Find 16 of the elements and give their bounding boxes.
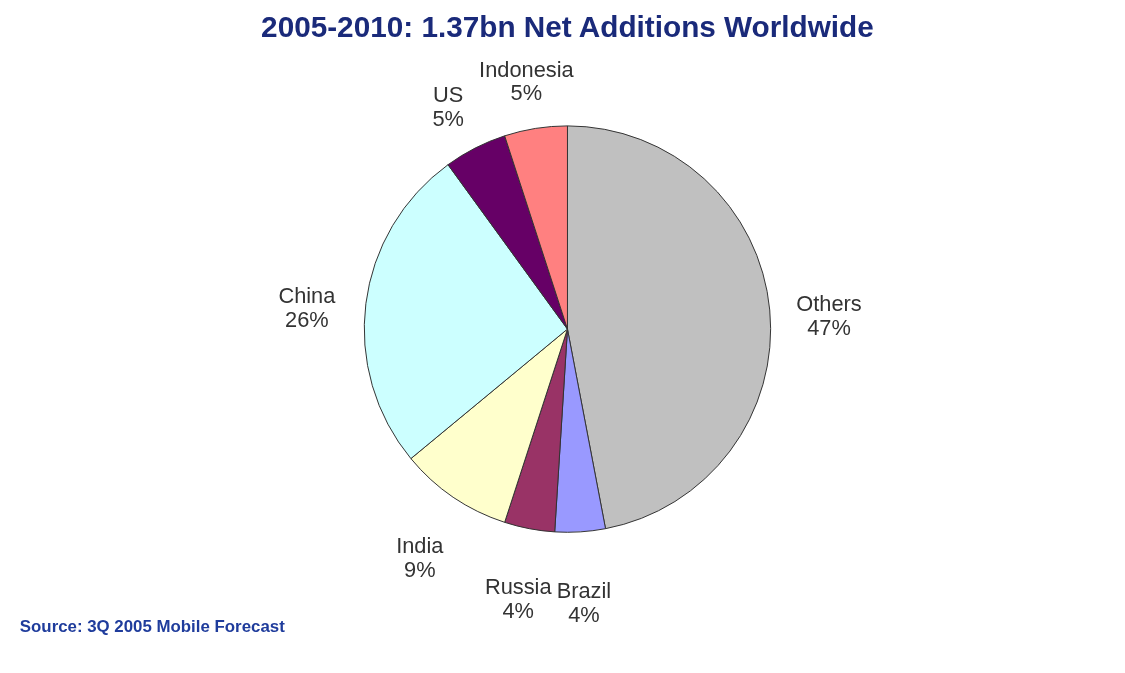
data-label: 26% bbox=[285, 306, 329, 332]
slice-label: India bbox=[396, 533, 445, 559]
slice-label: Russia bbox=[484, 574, 553, 600]
slice-label: US bbox=[433, 81, 464, 107]
data-label: 5% bbox=[432, 105, 464, 131]
data-label: 5% bbox=[510, 80, 543, 106]
slice-label: Indonesia bbox=[479, 56, 575, 82]
data-label: 47% bbox=[807, 315, 851, 341]
data-label: 9% bbox=[404, 557, 436, 583]
chart-title: 2005-2010: 1.37bn Net Additions Worldwide bbox=[261, 9, 874, 43]
source-note: Source: 3Q 2005 Mobile Forecast bbox=[19, 617, 286, 637]
slice-label: Brazil bbox=[556, 578, 612, 604]
slice-label: Others bbox=[796, 291, 862, 317]
data-label: 4% bbox=[568, 601, 600, 627]
slice-label: China bbox=[278, 283, 337, 309]
data-label: 4% bbox=[502, 597, 534, 623]
